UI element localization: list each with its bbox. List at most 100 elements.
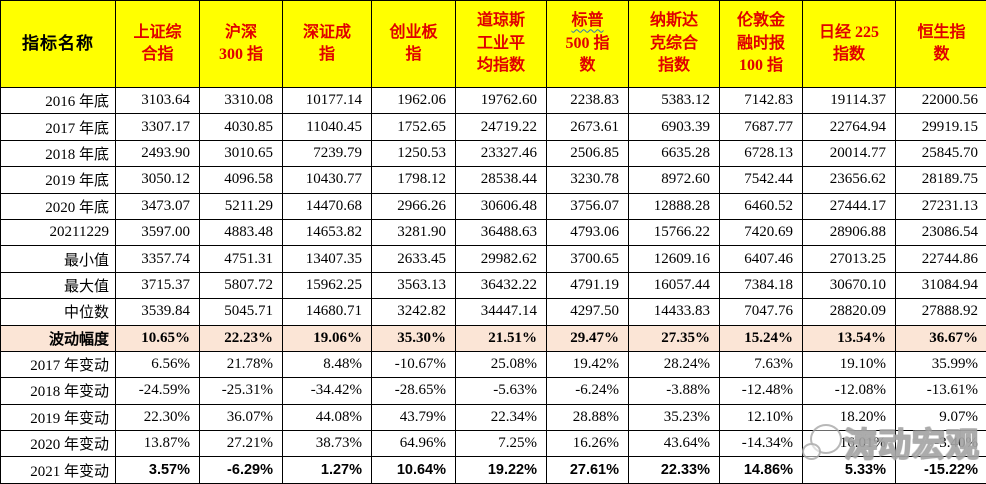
value-cell: 3242.82 — [371, 298, 456, 326]
value-cell: 4791.19 — [546, 271, 629, 300]
value-cell: 3715.37 — [115, 271, 200, 300]
table-row: 中位数 3539.84 5045.71 14680.71 3242.82 34447.14… — [0, 298, 986, 326]
value-cell: 19114.37 — [802, 86, 896, 115]
table-row: 2016 年底 3103.64 3310.08 10177.14 1962.06 1976… — [0, 86, 986, 115]
value-cell: -12.08% — [802, 377, 896, 405]
value-cell: -13.61% — [895, 377, 986, 405]
value-cell: 35.99% — [895, 350, 986, 379]
row-label-cell: 中位数 — [0, 298, 116, 326]
value-cell: 3230.78 — [546, 166, 629, 194]
value-cell: 22744.86 — [895, 245, 986, 273]
value-cell: 22764.94 — [802, 113, 896, 141]
value-cell: 18.20% — [802, 403, 896, 432]
row-label-cell: 2019 年底 — [0, 166, 116, 194]
value-cell: 7239.79 — [282, 139, 372, 168]
table-row: 20211229 3597.00 4883.48 14653.82 3281.90 364… — [0, 218, 986, 247]
value-cell: -25.31% — [199, 377, 283, 405]
value-cell: 5807.72 — [199, 271, 283, 300]
value-cell: -3.88% — [628, 377, 720, 405]
row-label-cell: 2020 年底 — [0, 192, 116, 220]
value-cell: 27444.17 — [802, 192, 896, 220]
value-cell: 23327.46 — [455, 139, 547, 168]
value-cell: 7047.76 — [719, 298, 803, 326]
value-cell: 14653.82 — [282, 218, 372, 247]
value-cell: 22000.56 — [895, 86, 986, 115]
value-cell: 31084.94 — [895, 271, 986, 300]
value-cell: 15766.22 — [628, 218, 720, 247]
value-cell: 6728.13 — [719, 139, 803, 168]
value-cell: 14433.83 — [628, 298, 720, 326]
header-cell-index: 日经 225 指数 — [802, 0, 896, 88]
value-cell: 16.26% — [546, 430, 629, 458]
value-cell: 5045.71 — [199, 298, 283, 326]
value-cell: 4793.06 — [546, 218, 629, 247]
value-cell: 15962.25 — [282, 271, 372, 300]
value-cell: 38.73% — [282, 430, 372, 458]
row-label-cell: 2016 年底 — [0, 86, 116, 115]
value-cell: 25.08% — [455, 350, 547, 379]
value-cell: 13.54% — [802, 324, 896, 352]
header-cell-index: 伦敦金 融时报 100 指 — [719, 0, 803, 88]
value-cell: 34447.14 — [455, 298, 547, 326]
header-cell-index: 道琼斯 工业平 均指数 — [455, 0, 547, 88]
value-cell: 10.64% — [371, 456, 456, 484]
value-cell: 10430.77 — [282, 166, 372, 194]
table-row: 2021 年变动 3.57% -6.29% 1.27% 10.64% 19.22% 27.6… — [0, 456, 986, 484]
value-cell: 43.64% — [628, 430, 720, 458]
table-row: 波动幅度 10.65% 22.23% 19.06% 35.30% 21.51% 29.47%… — [0, 324, 986, 352]
table-row: 2020 年变动 13.87% 27.21% 38.73% 64.96% 7.25% 16.… — [0, 430, 986, 458]
value-cell: 22.33% — [628, 456, 720, 484]
value-cell: 8972.60 — [628, 166, 720, 194]
value-cell: 28189.75 — [895, 166, 986, 194]
value-cell: 1962.06 — [371, 86, 456, 115]
value-cell: 13407.35 — [282, 245, 372, 273]
header-cell-index: 上证综 合指 — [115, 0, 200, 88]
table-row: 2017 年底 3307.17 4030.85 11040.45 1752.65 2471… — [0, 113, 986, 141]
value-cell: 16.01% — [802, 430, 896, 458]
value-cell: 5211.29 — [199, 192, 283, 220]
value-cell: 10177.14 — [282, 86, 372, 115]
value-cell: 3473.07 — [115, 192, 200, 220]
value-cell: 6407.46 — [719, 245, 803, 273]
spellcheck-squiggle-text: 标普 — [571, 12, 604, 30]
value-cell: -24.59% — [115, 377, 200, 405]
value-cell: 5383.12 — [628, 86, 720, 115]
value-cell: 2506.85 — [546, 139, 629, 168]
value-cell: -5.63% — [455, 377, 547, 405]
row-label-cell: 2017 年变动 — [0, 350, 116, 379]
value-cell: 3756.07 — [546, 192, 629, 220]
value-cell: 6460.52 — [719, 192, 803, 220]
row-label-cell: 最小值 — [0, 245, 116, 273]
value-cell: 19762.60 — [455, 86, 547, 115]
value-cell: 1250.53 — [371, 139, 456, 168]
value-cell: 19.22% — [455, 456, 547, 484]
header-cell-indicator-name: 指标名称 — [0, 0, 116, 88]
value-cell: 7542.44 — [719, 166, 803, 194]
row-label-cell: 2019 年变动 — [0, 403, 116, 432]
value-cell: 6635.28 — [628, 139, 720, 168]
value-cell: 5.33% — [802, 456, 896, 484]
value-cell: 3357.74 — [115, 245, 200, 273]
value-cell: 19.10% — [802, 350, 896, 379]
value-cell: 21.78% — [199, 350, 283, 379]
value-cell: 3310.08 — [199, 86, 283, 115]
value-cell: 6903.39 — [628, 113, 720, 141]
table-row: 2019 年变动 22.30% 36.07% 44.08% 43.79% 22.34% 28… — [0, 403, 986, 432]
value-cell: 1798.12 — [371, 166, 456, 194]
header-cell-index: 沪深 300 指 — [199, 0, 283, 88]
value-cell: 15.24% — [719, 324, 803, 352]
value-cell: -14.34% — [719, 430, 803, 458]
value-cell: -6.29% — [199, 456, 283, 484]
header-cell-index: 标普 500 指 数 — [546, 0, 629, 88]
row-label-cell: 2021 年变动 — [0, 456, 116, 484]
value-cell: 36.07% — [199, 403, 283, 432]
value-cell: 35.30% — [371, 324, 456, 352]
value-cell: 7142.83 — [719, 86, 803, 115]
value-cell: 2966.26 — [371, 192, 456, 220]
value-cell: 28.24% — [628, 350, 720, 379]
value-cell: 27888.92 — [895, 298, 986, 326]
header-row: 指标名称 上证综 合指 沪深 300 指深证成 指创业板 指道琼斯 工业平 均指数标… — [0, 0, 986, 88]
value-cell: 19.06% — [282, 324, 372, 352]
value-cell: 1752.65 — [371, 113, 456, 141]
